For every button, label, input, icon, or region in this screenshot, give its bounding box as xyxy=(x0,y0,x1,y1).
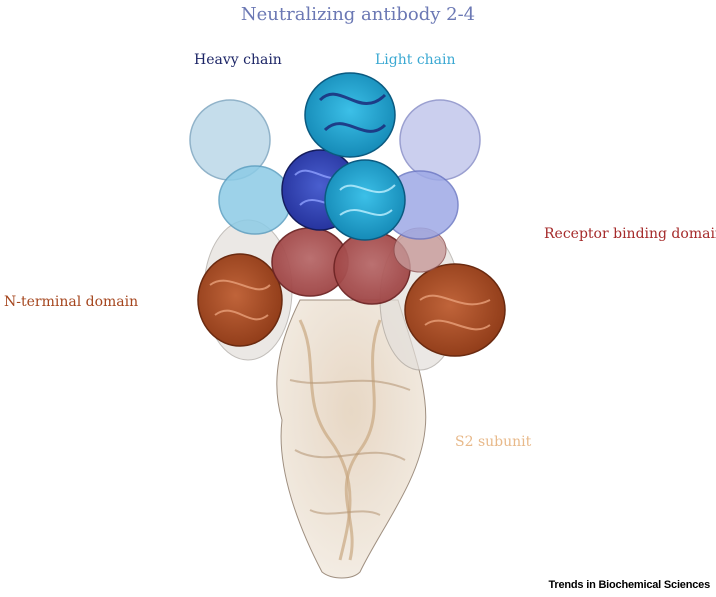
light-chain-label: Light chain xyxy=(375,52,456,68)
receptor-binding-domain-region xyxy=(271,227,447,305)
figure-title: Neutralizing antibody 2-4 xyxy=(240,4,476,25)
s2-subunit-region xyxy=(276,299,427,579)
heavy-chain-label: Heavy chain xyxy=(194,52,282,68)
s2-subunit-label: S2 subunit xyxy=(455,434,532,450)
n-terminal-domain-region xyxy=(197,253,506,357)
light-chain-region xyxy=(304,72,406,241)
receptor-binding-domain-label: Receptor binding domain xyxy=(544,226,716,242)
n-terminal-domain-label: N-terminal domain xyxy=(4,294,139,310)
journal-credit: Trends in Biochemical Sciences xyxy=(548,579,710,591)
